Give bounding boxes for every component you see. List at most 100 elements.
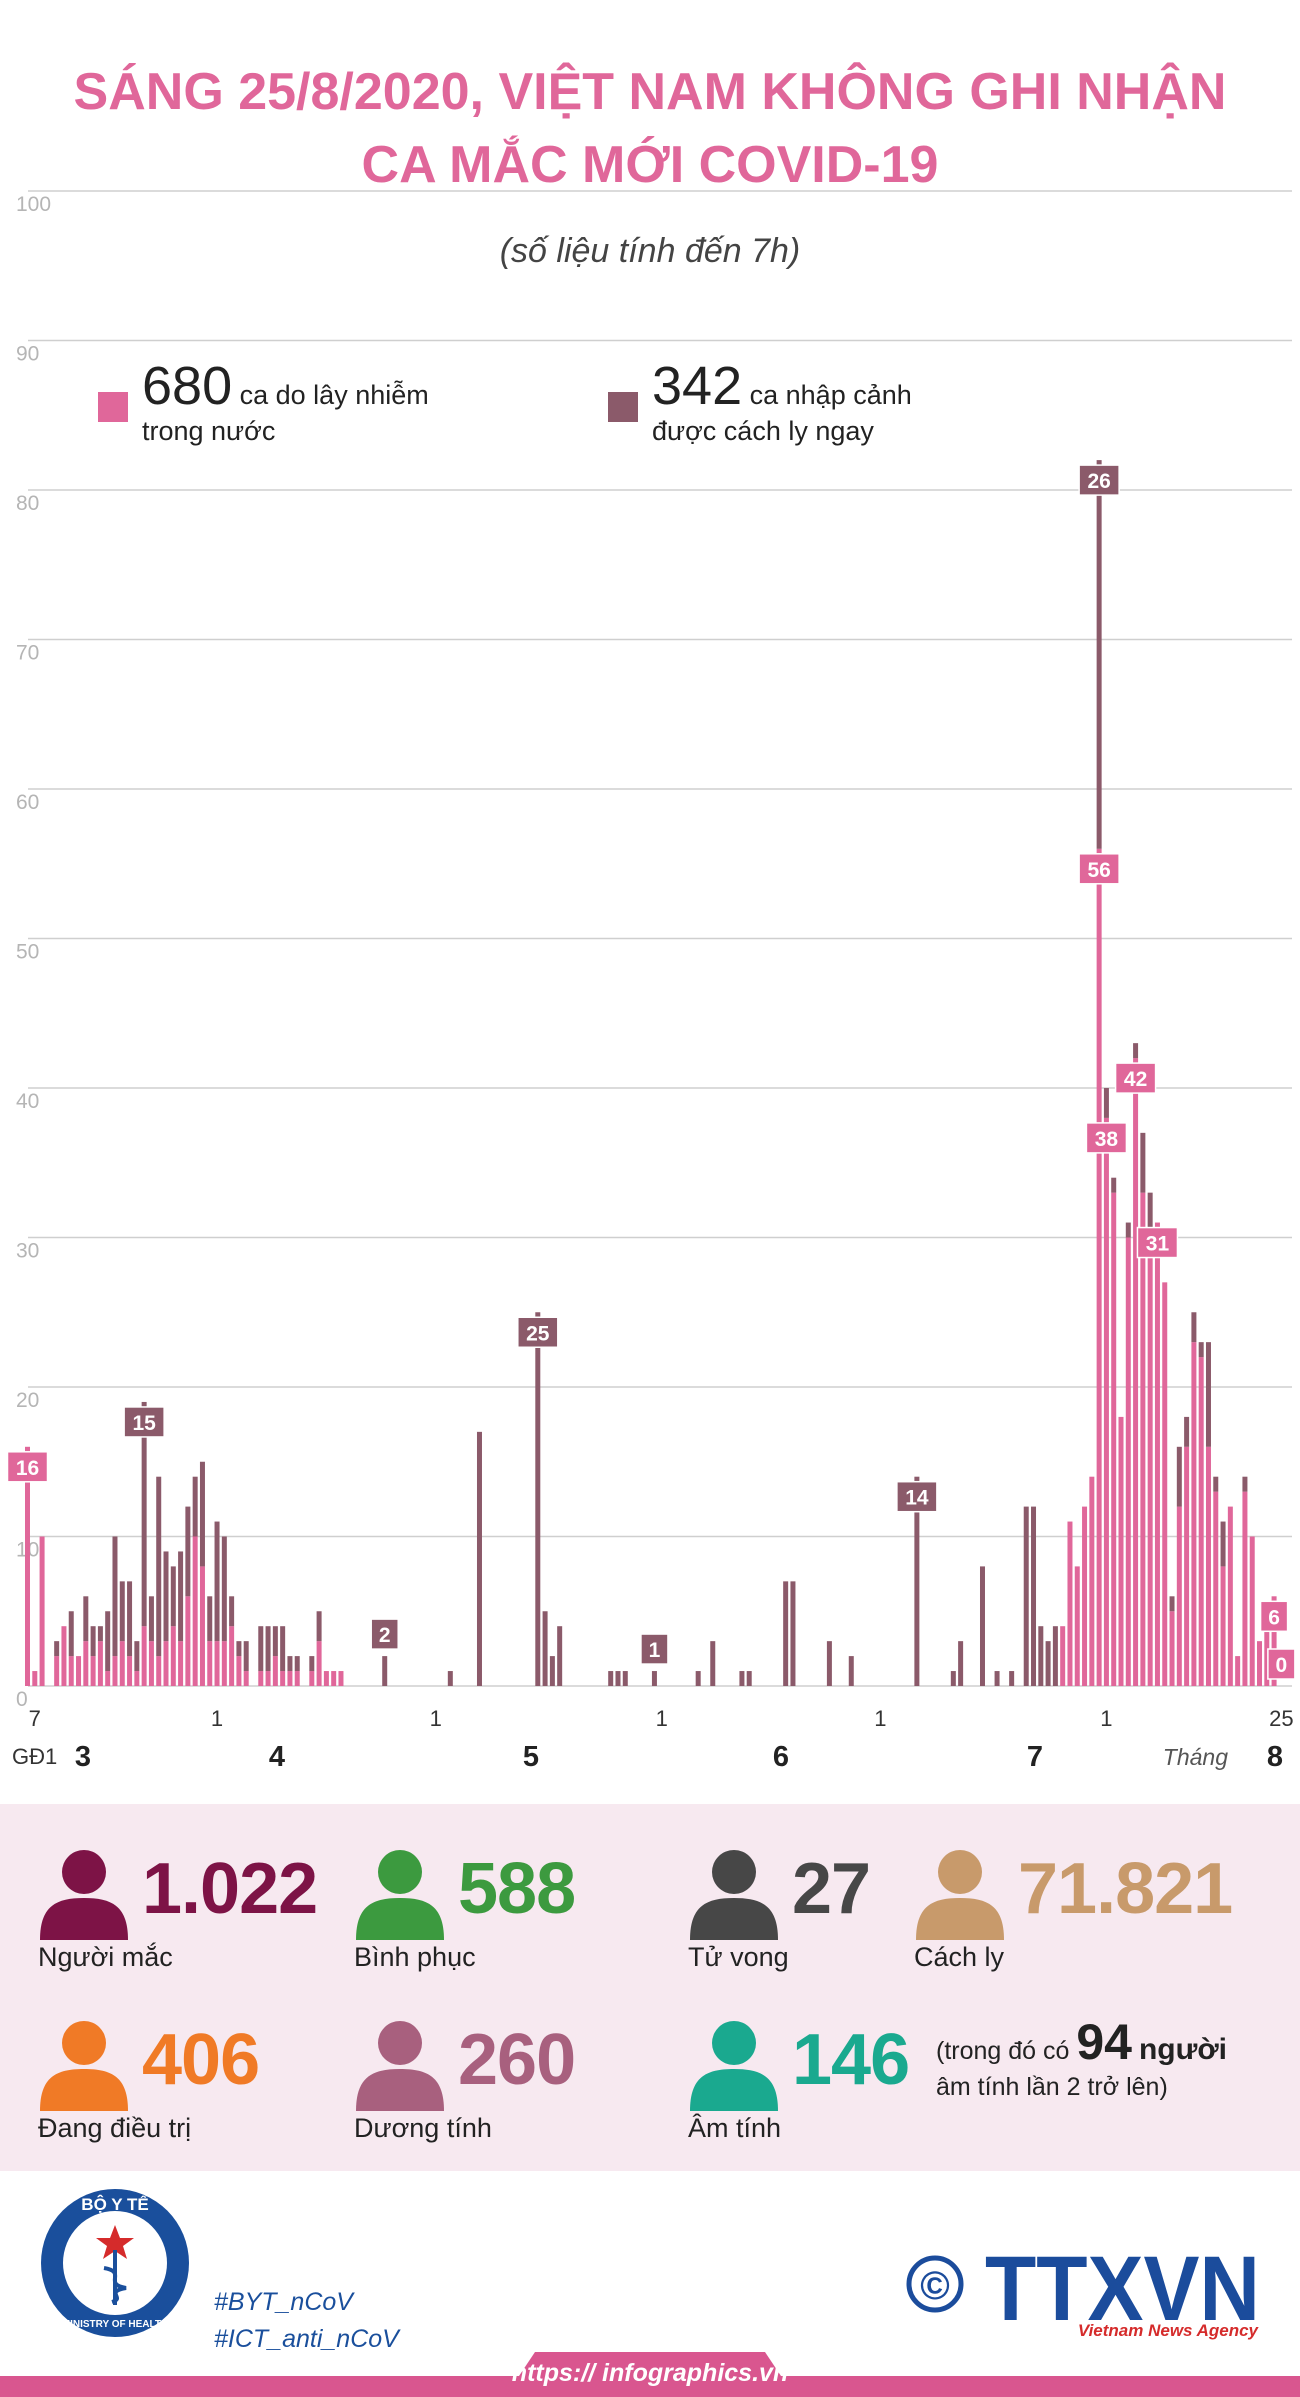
- bar-segment: [1249, 1536, 1255, 1686]
- bar-segment: [199, 1461, 205, 1567]
- person-head: [712, 1850, 756, 1894]
- bar-segment: [97, 1641, 103, 1686]
- bar-segment: [221, 1641, 227, 1686]
- bar-segment: [746, 1671, 752, 1686]
- data-label-box: [896, 1480, 938, 1513]
- bar-segment: [615, 1671, 621, 1686]
- stat-label: Âm tính: [688, 2113, 782, 2143]
- bar-segment: [170, 1626, 176, 1686]
- month-label: 5: [523, 1741, 539, 1773]
- bar-segment: [83, 1596, 89, 1642]
- month-label: 3: [75, 1741, 91, 1773]
- x-tick-label: 25: [1269, 1706, 1293, 1731]
- data-label: 14: [905, 1487, 929, 1510]
- bar-segment: [1103, 1117, 1109, 1686]
- bar-segment: [141, 1401, 147, 1627]
- bar-segment: [236, 1641, 242, 1657]
- bar-segment: [192, 1536, 198, 1686]
- x-tick-label: 1: [656, 1706, 668, 1731]
- stat-label: Dương tính: [354, 2113, 492, 2143]
- bar-segment: [1140, 1192, 1146, 1686]
- bar-segment: [90, 1656, 96, 1686]
- bar-segment: [127, 1656, 133, 1686]
- bar-segment: [1031, 1506, 1037, 1686]
- bar-segment: [243, 1671, 249, 1686]
- data-label: 1: [649, 1639, 661, 1662]
- bar-segment: [1257, 1641, 1263, 1686]
- url: https:// infographics.vn: [512, 2359, 788, 2387]
- bar-segment: [1096, 848, 1102, 1686]
- bar-segment: [221, 1536, 227, 1642]
- stat-label: Cách ly: [914, 1942, 1005, 1972]
- person-body: [690, 1898, 778, 1940]
- bar-segment: [178, 1551, 184, 1642]
- bar-segment: [39, 1536, 45, 1686]
- stat-value: 1.022: [142, 1849, 318, 1929]
- person-icon: [690, 1850, 778, 1940]
- bar-segment: [1220, 1521, 1226, 1567]
- bar-segment: [826, 1641, 832, 1686]
- legend-swatch: [98, 392, 128, 422]
- bar-segment: [1169, 1611, 1175, 1686]
- stat-label: Đang điều trị: [38, 2113, 192, 2143]
- x-tick-label: 7: [29, 1706, 41, 1731]
- data-label-box: [517, 1316, 559, 1348]
- stats-panel: 1.022 Người mắc 588 Bình phục 27 Tử vong 71.82…: [0, 1804, 1300, 2171]
- bar-segment: [848, 1656, 854, 1686]
- bar-segment: [979, 1566, 985, 1686]
- bar-segment: [1111, 1192, 1117, 1686]
- bar-segment: [1147, 1192, 1153, 1238]
- bar-segment: [1023, 1506, 1029, 1686]
- legend-entry: 680 ca do lây nhiễm trong nước: [98, 359, 472, 449]
- bar-segment: [54, 1656, 60, 1686]
- bar-segment: [549, 1656, 555, 1686]
- bar-segment: [608, 1671, 614, 1686]
- bar-segment: [1184, 1416, 1190, 1447]
- data-label: 56: [1087, 859, 1110, 882]
- bar-segment: [1242, 1491, 1248, 1686]
- bar-segment: [1074, 1566, 1080, 1686]
- bar-segment: [134, 1671, 140, 1686]
- bar-segment: [229, 1626, 235, 1686]
- bar-segment: [97, 1626, 103, 1642]
- person-icon: [40, 2021, 128, 2111]
- y-tick-label: 70: [16, 642, 39, 665]
- legend-total: 342: [652, 356, 743, 416]
- bar-segment: [1052, 1626, 1058, 1686]
- legend-label: ca do lây nhiễm trong nước: [142, 380, 429, 446]
- bar-segment: [265, 1671, 271, 1686]
- bar-segment: [790, 1581, 796, 1686]
- bar-segment: [1198, 1342, 1204, 1358]
- bar-segment: [1205, 1446, 1211, 1686]
- y-tick-label: 40: [16, 1090, 39, 1113]
- bar-segment: [1147, 1237, 1153, 1686]
- bar-segment: [272, 1626, 278, 1657]
- bar-segment: [112, 1656, 118, 1686]
- bar-segment: [1213, 1476, 1219, 1492]
- copyright: ©: [920, 2264, 949, 2308]
- bar-segment: [1162, 1282, 1168, 1686]
- x-tick-label: 1: [211, 1706, 223, 1731]
- bar-segment: [83, 1641, 89, 1686]
- person-body: [690, 2069, 778, 2111]
- bar-segment: [163, 1551, 169, 1642]
- note-prefix: (trong đó có: [936, 2037, 1070, 2065]
- bar-segment: [739, 1671, 745, 1686]
- title-line: CA MẮC MỚI COVID-19: [361, 136, 939, 194]
- chart: 0102030405060708090100GĐ171111125345678T…: [6, 190, 1296, 1773]
- data-label: 0: [1276, 1654, 1288, 1677]
- data-label-box: [123, 1406, 165, 1438]
- month-label: 8: [1267, 1741, 1283, 1773]
- y-tick-label: 100: [16, 193, 51, 216]
- bar-segment: [1038, 1626, 1044, 1686]
- bar-segment: [214, 1521, 220, 1642]
- data-label-box: [370, 1618, 399, 1650]
- bar-segment: [382, 1656, 388, 1686]
- bar-segment: [1242, 1476, 1248, 1492]
- bar-segment: [287, 1656, 293, 1672]
- data-label-box: [1078, 853, 1120, 885]
- bar-segment: [535, 1312, 541, 1686]
- bar-segment: [207, 1596, 213, 1642]
- data-label-box: [1078, 464, 1120, 496]
- bar-segment: [32, 1671, 38, 1686]
